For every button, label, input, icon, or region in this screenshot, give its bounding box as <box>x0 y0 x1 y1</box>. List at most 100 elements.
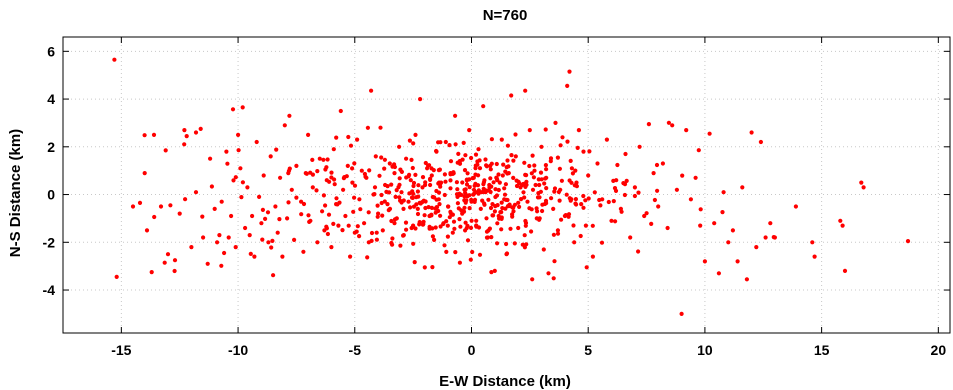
data-point <box>490 213 495 218</box>
data-point <box>397 176 402 181</box>
data-point <box>584 265 589 270</box>
data-point <box>546 271 551 276</box>
data-point <box>411 204 417 209</box>
data-point <box>712 221 717 226</box>
data-point <box>306 213 311 218</box>
data-point <box>205 261 210 266</box>
data-point <box>527 128 532 133</box>
data-point <box>412 260 417 265</box>
data-point <box>702 259 708 264</box>
data-point <box>398 167 403 172</box>
data-point <box>355 224 360 229</box>
data-point <box>239 195 244 200</box>
data-point <box>556 189 562 195</box>
data-point <box>320 209 325 214</box>
data-point <box>392 217 398 222</box>
data-point <box>464 182 470 187</box>
data-point <box>656 204 661 209</box>
data-point <box>527 163 532 169</box>
data-point <box>611 178 616 183</box>
data-point <box>442 172 447 177</box>
data-point <box>438 213 443 218</box>
data-point <box>642 213 647 219</box>
data-point <box>530 277 535 282</box>
data-point <box>240 105 245 110</box>
data-point <box>586 173 591 178</box>
data-point <box>445 234 450 239</box>
data-point <box>274 147 279 152</box>
data-point <box>511 175 516 180</box>
data-point <box>393 194 398 199</box>
data-point <box>398 198 403 203</box>
data-point <box>416 183 421 188</box>
data-point <box>426 205 431 210</box>
data-point <box>346 223 351 228</box>
x-tick-label: -15 <box>111 342 131 358</box>
x-tick-label: -10 <box>228 342 248 358</box>
data-point <box>443 139 448 145</box>
data-point <box>543 163 549 168</box>
data-point <box>842 268 848 273</box>
data-point <box>352 161 357 166</box>
data-point <box>374 230 379 235</box>
data-point <box>387 206 393 211</box>
data-point <box>183 197 188 202</box>
data-point <box>698 207 703 212</box>
data-point <box>730 228 736 233</box>
data-point <box>485 188 490 193</box>
data-point <box>523 220 529 226</box>
data-point <box>314 188 319 193</box>
data-point <box>651 171 656 176</box>
data-point <box>543 127 548 132</box>
data-point <box>408 205 413 210</box>
data-point <box>114 274 119 279</box>
data-point <box>453 113 458 118</box>
data-point <box>429 173 434 178</box>
data-point <box>655 188 660 193</box>
data-point <box>285 216 290 221</box>
data-point <box>768 221 773 226</box>
data-point <box>374 237 379 242</box>
data-point <box>604 137 610 142</box>
data-point <box>509 153 514 158</box>
data-point <box>447 143 452 148</box>
data-point <box>513 154 518 159</box>
data-point <box>233 245 238 250</box>
data-point <box>257 194 262 199</box>
data-point <box>505 143 510 148</box>
data-point <box>416 194 421 199</box>
data-point <box>172 258 178 263</box>
data-point <box>448 186 453 191</box>
data-point <box>502 186 507 191</box>
y-tick-labels: -4 -2 0 2 4 6 <box>43 43 56 298</box>
data-point <box>380 228 385 233</box>
y-tick-label: -4 <box>43 282 56 298</box>
data-point <box>763 235 768 240</box>
data-point <box>317 156 322 161</box>
data-point <box>260 237 265 242</box>
data-point <box>268 154 273 159</box>
data-point <box>460 180 465 185</box>
x-tick-label: 5 <box>584 342 592 358</box>
data-point <box>533 182 538 188</box>
data-point <box>726 240 731 245</box>
data-point <box>500 206 505 211</box>
data-point <box>721 190 726 195</box>
data-point <box>415 189 420 194</box>
data-point <box>392 162 397 167</box>
data-point <box>403 220 409 225</box>
data-point <box>565 139 570 144</box>
data-point <box>430 194 435 200</box>
data-point <box>716 271 722 276</box>
data-point <box>499 200 504 205</box>
data-point <box>581 149 586 154</box>
data-point <box>754 245 759 250</box>
data-point <box>455 160 460 165</box>
data-point <box>462 194 467 199</box>
data-point <box>343 213 348 219</box>
data-point <box>382 166 387 171</box>
data-point <box>499 216 504 221</box>
data-point <box>208 156 213 161</box>
data-point <box>454 180 459 185</box>
